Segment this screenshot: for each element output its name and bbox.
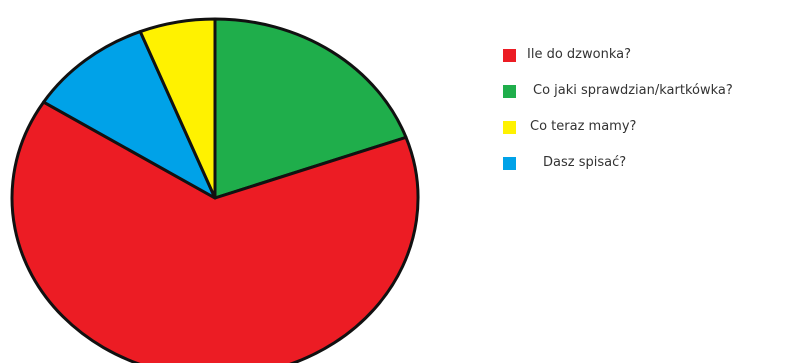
legend-swatch-red <box>503 49 516 62</box>
legend-swatch-green <box>503 85 516 98</box>
legend-label: Ile do dzwonka? <box>527 47 631 62</box>
legend-swatch-blue <box>503 157 516 170</box>
legend-swatch-yellow <box>503 121 516 134</box>
pie-slice <box>10 100 420 363</box>
pie-slice <box>213 17 408 200</box>
legend-label: Co jaki sprawdzian/kartkówka? <box>533 83 733 98</box>
legend-label: Co teraz mamy? <box>530 119 637 134</box>
pie-slice <box>138 17 217 200</box>
pie-slice <box>42 30 217 200</box>
legend-label: Dasz spisać? <box>543 155 627 170</box>
pie-slices <box>10 17 420 363</box>
